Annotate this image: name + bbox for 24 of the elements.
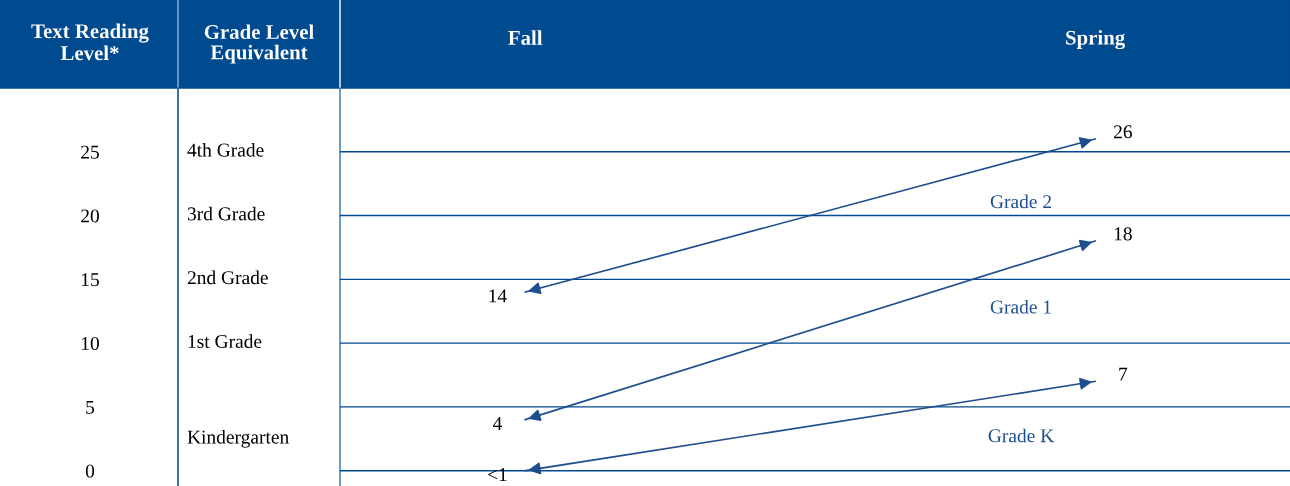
series-label: Grade 2 xyxy=(990,194,1051,209)
text: Grade Level Equivalent xyxy=(204,24,314,64)
text: Kindergarten xyxy=(187,429,289,448)
data-label: 7 xyxy=(1119,367,1128,381)
y-tick-label: 10 xyxy=(81,336,99,351)
text: 1st Grade xyxy=(188,334,262,348)
text: 4th Grade xyxy=(187,142,264,157)
text: 2nd Grade xyxy=(187,270,268,285)
y-tick-label: 20 xyxy=(81,209,99,223)
y-tick-label: 15 xyxy=(81,273,99,287)
data-label: 18 xyxy=(1114,227,1132,241)
data-label: 4 xyxy=(492,417,502,430)
y-tick-label: 5 xyxy=(86,400,95,414)
y-tick-label: 25 xyxy=(81,145,99,159)
y-axis-title: Text Reading Level* xyxy=(31,23,149,61)
series-label: Grade 1 xyxy=(990,299,1051,314)
series-label: Grade K xyxy=(988,428,1055,443)
x-tick-label: Spring xyxy=(1066,30,1125,50)
x-tick-label: Fall xyxy=(508,30,543,45)
data-label: 14 xyxy=(489,289,507,303)
text: 3rd Grade xyxy=(187,206,265,221)
y-tick-label: 0 xyxy=(85,464,95,478)
data-label: <1 xyxy=(488,468,507,481)
data-label: 26 xyxy=(1114,125,1133,139)
